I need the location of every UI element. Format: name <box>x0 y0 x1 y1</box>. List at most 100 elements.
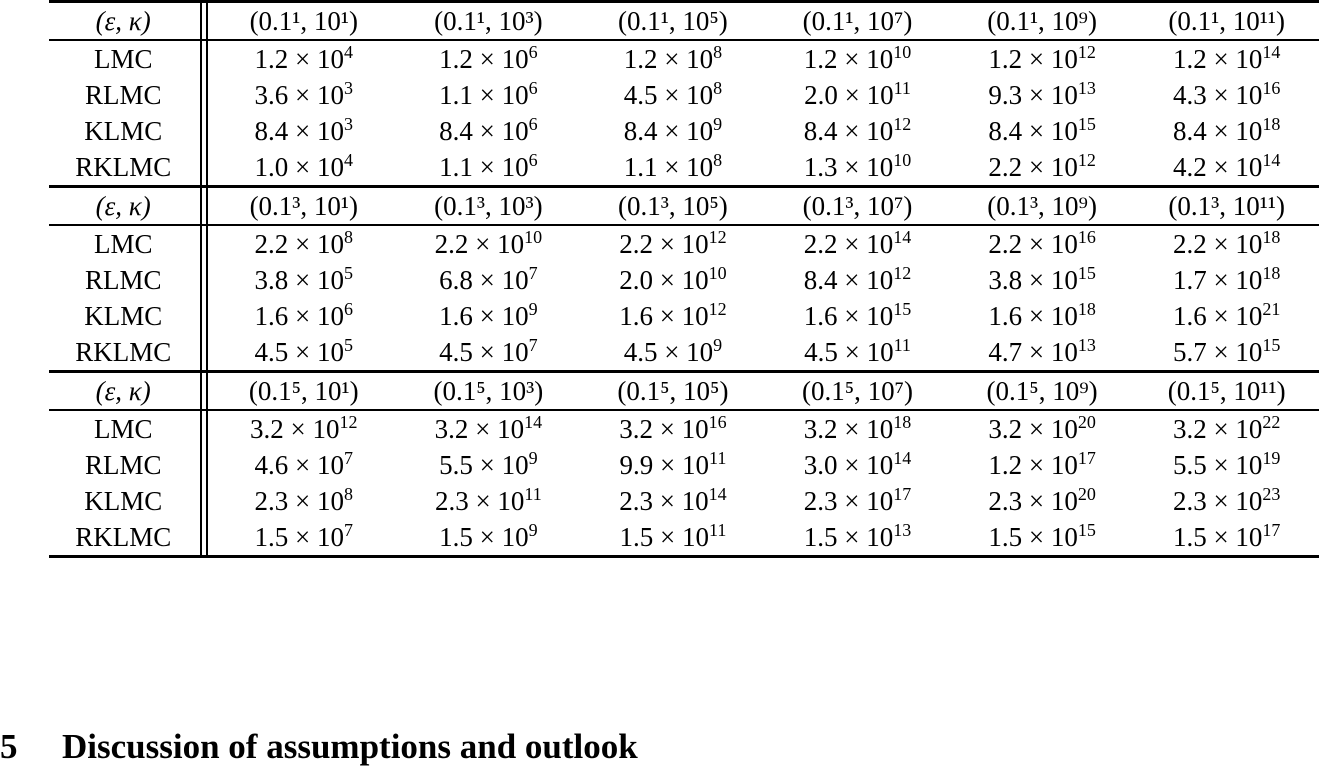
value-cell: 1.5 × 1017 <box>1134 519 1319 558</box>
mantissa: 1.5 <box>803 522 838 552</box>
param-header-row: (ε, κ) (0.1¹, 10¹) (0.1¹, 10³) (0.1¹, 10⁵)(… <box>49 0 1319 41</box>
mantissa: 8.4 <box>803 116 838 146</box>
exponent: 18 <box>1262 227 1281 247</box>
value-cell: 1.5 × 107 <box>211 519 397 558</box>
mantissa: 8.4 <box>803 265 838 295</box>
method-name: RKLMC <box>75 152 172 182</box>
table-row: KLMC 1.6 × 106 1.6 × 109 1.6 × 1012 1.6 × 10… <box>49 298 1319 334</box>
mantissa: 1.2 <box>254 44 289 74</box>
exponent: 7 <box>344 520 354 540</box>
value-cell: 2.2 × 1016 <box>988 227 1096 259</box>
mantissa: 1.2 <box>988 44 1023 74</box>
mantissa: 1.6 <box>439 301 473 331</box>
exponent: 20 <box>1077 412 1096 432</box>
value-cell: 1.6 × 1021 <box>1172 299 1281 331</box>
table-row: RKLMC 4.5 × 105 4.5 × 107 4.5 × 109 4.5 × 10… <box>49 334 1319 372</box>
method-name: LMC <box>93 229 153 259</box>
param-header-cell: (0.1³, 10⁹) <box>949 185 1135 226</box>
mantissa: 1.6 <box>1172 301 1207 331</box>
value-cell: 2.3 × 1023 <box>1172 484 1281 516</box>
exponent: 12 <box>1077 42 1096 62</box>
exponent: 7 <box>528 335 538 355</box>
mantissa: 1.5 <box>254 522 289 552</box>
mantissa: 2.0 <box>804 80 838 110</box>
exponent: 15 <box>1077 520 1096 540</box>
method-name: KLMC <box>84 486 163 516</box>
mantissa: 2.3 <box>988 486 1023 516</box>
exponent: 19 <box>1262 448 1281 468</box>
value-cell: 9.3 × 1013 <box>988 78 1096 110</box>
value-cell: 3.2 × 1020 <box>988 412 1096 444</box>
value-cell: 1.1 × 106 <box>439 78 538 110</box>
exponent: 20 <box>1077 484 1096 504</box>
value-cell: 3.6 × 103 <box>254 78 354 110</box>
param-header-cell: (0.1¹, 10⁵) <box>580 0 766 41</box>
mantissa: 4.5 <box>804 337 838 367</box>
mantissa: 4.3 <box>1172 80 1207 110</box>
mantissa: 2.3 <box>803 486 838 516</box>
param-label: (ε, κ) <box>49 0 198 41</box>
value-cell: 4.2 × 1014 <box>1172 150 1281 182</box>
exponent: 10 <box>893 150 912 170</box>
mantissa: 1.6 <box>619 301 653 331</box>
exponent: 12 <box>893 114 912 134</box>
mantissa: 4.6 <box>254 450 289 480</box>
value-cell: 5.5 × 1019 <box>1172 448 1281 480</box>
mantissa: 8.4 <box>439 116 473 146</box>
exponent: 13 <box>1077 335 1096 355</box>
exponent: 16 <box>1262 78 1281 98</box>
value-cell: 2.2 × 1018 <box>1172 227 1281 259</box>
exponent: 9 <box>713 114 723 134</box>
double-rule <box>197 113 211 149</box>
exponent: 9 <box>528 299 538 319</box>
value-cell: 2.3 × 108 <box>254 484 354 516</box>
section-heading: 5 Discussion of assumptions and outlook <box>0 727 638 767</box>
exponent: 9 <box>528 448 538 468</box>
mantissa: 3.2 <box>803 414 838 444</box>
value-cell: 3.8 × 105 <box>254 263 354 295</box>
param-header-cell: (0.1⁵, 10¹¹) <box>1134 370 1319 411</box>
exponent: 3 <box>344 78 354 98</box>
mantissa: 4.5 <box>623 337 658 367</box>
value-cell: 1.2 × 106 <box>439 42 538 74</box>
mantissa: 1.1 <box>439 152 473 182</box>
table-row: LMC 3.2 × 1012 3.2 × 1014 3.2 × 1016 3.2 × 1… <box>49 410 1319 447</box>
exponent: 12 <box>339 412 358 432</box>
value-cell: 1.2 × 108 <box>623 42 723 74</box>
section-title: Discussion of assumptions and outlook <box>62 727 638 766</box>
mantissa: 5.5 <box>1172 450 1207 480</box>
method-name: LMC <box>93 44 153 74</box>
value-cell: 2.0 × 1011 <box>804 78 911 110</box>
exponent: 18 <box>1262 263 1281 283</box>
mantissa: 8.4 <box>623 116 658 146</box>
exponent: 10 <box>708 263 727 283</box>
exponent: 8 <box>713 150 723 170</box>
param-header-cell: (0.1¹, 10⁹) <box>949 0 1135 41</box>
double-rule <box>197 262 211 298</box>
value-cell: 3.2 × 1018 <box>803 412 912 444</box>
value-cell: 2.2 × 1010 <box>434 227 543 259</box>
value-cell: 1.2 × 1014 <box>1172 42 1281 74</box>
mantissa: 1.2 <box>803 44 838 74</box>
double-rule <box>197 149 211 187</box>
exponent: 11 <box>893 78 911 98</box>
param-header-cell: (0.1⁵, 10⁵) <box>580 370 766 411</box>
value-cell: 2.2 × 1012 <box>619 227 727 259</box>
exponent: 14 <box>893 448 912 468</box>
value-cell: 1.2 × 1017 <box>988 448 1096 480</box>
value-cell: 1.5 × 109 <box>396 519 581 558</box>
mantissa: 1.5 <box>619 522 654 552</box>
value-cell: 2.3 × 1014 <box>619 484 727 516</box>
exponent: 12 <box>708 227 727 247</box>
exponent: 9 <box>528 520 538 540</box>
exponent: 6 <box>528 150 538 170</box>
value-cell: 4.6 × 107 <box>254 448 354 480</box>
mantissa: 1.6 <box>803 301 838 331</box>
mantissa: 3.8 <box>254 265 289 295</box>
exponent: 7 <box>344 448 354 468</box>
double-rule <box>197 0 212 41</box>
mantissa: 2.2 <box>1172 229 1207 259</box>
results-table-container: (ε, κ) (0.1¹, 10¹) (0.1¹, 10³) (0.1¹, 10⁵)(… <box>49 0 1319 558</box>
double-rule <box>197 483 211 519</box>
mantissa: 2.2 <box>988 229 1023 259</box>
